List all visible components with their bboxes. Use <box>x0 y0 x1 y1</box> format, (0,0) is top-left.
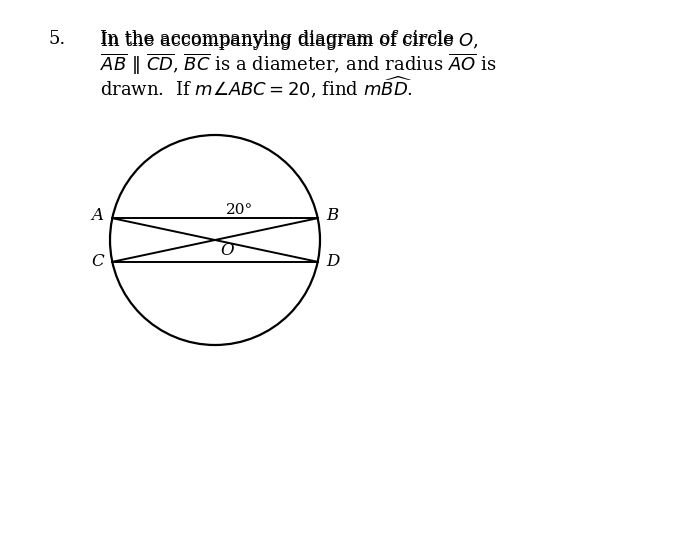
Text: A: A <box>91 207 103 223</box>
Text: drawn.  If $m\angle ABC = 20$, find $m\widehat{BD}$.: drawn. If $m\angle ABC = 20$, find $m\wi… <box>100 74 413 100</box>
Text: C: C <box>91 253 103 270</box>
Text: O: O <box>220 241 234 259</box>
Text: 5.: 5. <box>48 30 65 48</box>
Text: B: B <box>326 207 339 223</box>
Text: 20°: 20° <box>226 203 254 217</box>
Text: In the accompanying diagram of circle: In the accompanying diagram of circle <box>100 30 460 48</box>
Text: In the accompanying diagram of circle $\mathit{O}$,: In the accompanying diagram of circle $\… <box>100 30 479 52</box>
Text: $\overline{AB}$ $\|$ $\overline{CD}$, $\overline{BC}$ is a diameter, and radius : $\overline{AB}$ $\|$ $\overline{CD}$, $\… <box>100 52 496 77</box>
Text: D: D <box>326 253 339 270</box>
